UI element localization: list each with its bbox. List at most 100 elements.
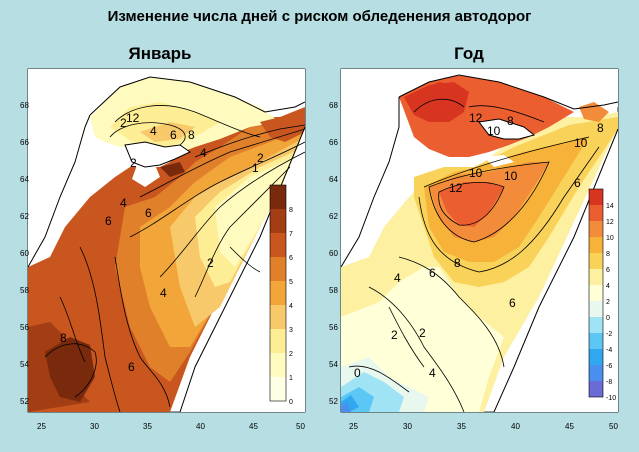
contour-label: 6 [145,206,152,220]
contour-label: 10 [574,136,588,150]
legend-label: 8 [606,251,610,258]
legend-swatch [589,349,603,365]
svg-text:54: 54 [329,360,338,369]
legend-label: -10 [606,395,616,402]
legend-swatch [589,205,603,221]
contour-label: 0 [354,366,361,380]
january-legend: 8 7 6 5 4 3 2 1 0 [269,184,293,406]
contour-label: 2 [120,116,127,130]
svg-text:54: 54 [20,360,29,369]
legend-swatch [270,257,286,281]
contour-label: 8 [597,121,604,135]
legend-label: 7 [289,231,293,238]
contour-label: 2 [257,151,264,165]
january-lon-axis: 25 30 35 40 45 50 [37,422,305,431]
legend-label: 6 [289,255,293,262]
legend-label: 3 [289,327,293,334]
legend-swatch [270,305,286,329]
contour-label: 4 [429,366,436,380]
january-map-title: Январь [128,44,192,63]
legend-swatch [589,317,603,333]
legend-swatch [270,233,286,257]
legend-label: 1 [289,375,293,382]
contour-label: 10 [469,166,483,180]
year-lat-axis: 52 54 56 58 60 62 64 66 68 [329,101,338,406]
svg-text:56: 56 [329,323,338,332]
svg-text:35: 35 [457,422,466,431]
legend-swatch [270,329,286,353]
svg-text:40: 40 [511,422,520,431]
contour-label: 10 [487,124,501,138]
contour-label: 8 [454,256,461,270]
legend-swatch [589,333,603,349]
svg-text:52: 52 [20,397,29,406]
svg-text:56: 56 [20,323,29,332]
svg-text:52: 52 [329,397,338,406]
contour-label: 4 [394,271,401,285]
contour-label: 8 [60,331,67,345]
legend-swatch [589,381,603,397]
contour-label: 2 [207,256,214,270]
legend-label: 2 [606,299,610,306]
svg-text:66: 66 [20,138,29,147]
contour-label: 12 [449,181,463,195]
svg-text:50: 50 [609,422,618,431]
svg-text:30: 30 [403,422,412,431]
legend-label: 2 [289,351,293,358]
svg-text:50: 50 [296,422,305,431]
svg-text:66: 66 [329,138,338,147]
white-sea [479,119,534,139]
legend-label: 8 [289,207,293,214]
legend-label: -6 [606,363,612,370]
svg-text:58: 58 [329,286,338,295]
contour-label: 4 [200,146,207,160]
legend-swatch [270,185,286,209]
svg-text:30: 30 [90,422,99,431]
svg-text:40: 40 [196,422,205,431]
legend-label: 6 [606,267,610,274]
svg-text:35: 35 [143,422,152,431]
legend-swatch [270,281,286,305]
contour-label: 6 [105,214,112,228]
svg-text:58: 58 [20,286,29,295]
contour-label: 2 [391,328,398,342]
svg-text:45: 45 [249,422,258,431]
contour-label: 1 [252,161,259,175]
contour-label: 4 [150,124,157,138]
legend-label: -4 [606,347,612,354]
contour-label: 8 [188,128,195,142]
legend-swatch [589,221,603,237]
legend-label: 0 [289,399,293,406]
contour-label: 2 [130,156,137,170]
contour-label: 8 [507,114,514,128]
contour-label: 12 [126,111,140,125]
svg-text:64: 64 [20,175,29,184]
svg-text:45: 45 [565,422,574,431]
svg-text:60: 60 [20,249,29,258]
legend-swatch [270,209,286,233]
contour-label: 10 [504,169,518,183]
legend-swatch [589,365,603,381]
legend-swatch [589,285,603,301]
legend-swatch [270,377,286,401]
contour-label: 4 [120,196,127,210]
contour-label: 12 [469,111,483,125]
legend-swatch [589,253,603,269]
contour-label: 2 [419,326,426,340]
contour-label: 6 [170,128,177,142]
svg-text:62: 62 [329,212,338,221]
contour-label: 6 [509,296,516,310]
legend-label: 4 [289,303,293,310]
main-title: Изменение числа дней с риском обледенени… [107,8,532,25]
year-map: 12 10 8 10 12 10 10 8 6 6 8 6 4 2 0 4 2 … [329,68,618,431]
legend-label: 14 [606,203,614,210]
legend-swatch [589,269,603,285]
legend-swatch [270,353,286,377]
legend-label: 4 [606,283,610,290]
legend-label: 12 [606,219,614,226]
contour-label: 6 [574,176,581,190]
year-legend: 14 12 10 8 6 4 2 0 -2 -4 -6 -8 -10 [588,188,616,402]
svg-text:25: 25 [37,422,46,431]
year-lon-axis: 25 30 35 40 45 50 [349,422,618,431]
svg-text:68: 68 [20,101,29,110]
